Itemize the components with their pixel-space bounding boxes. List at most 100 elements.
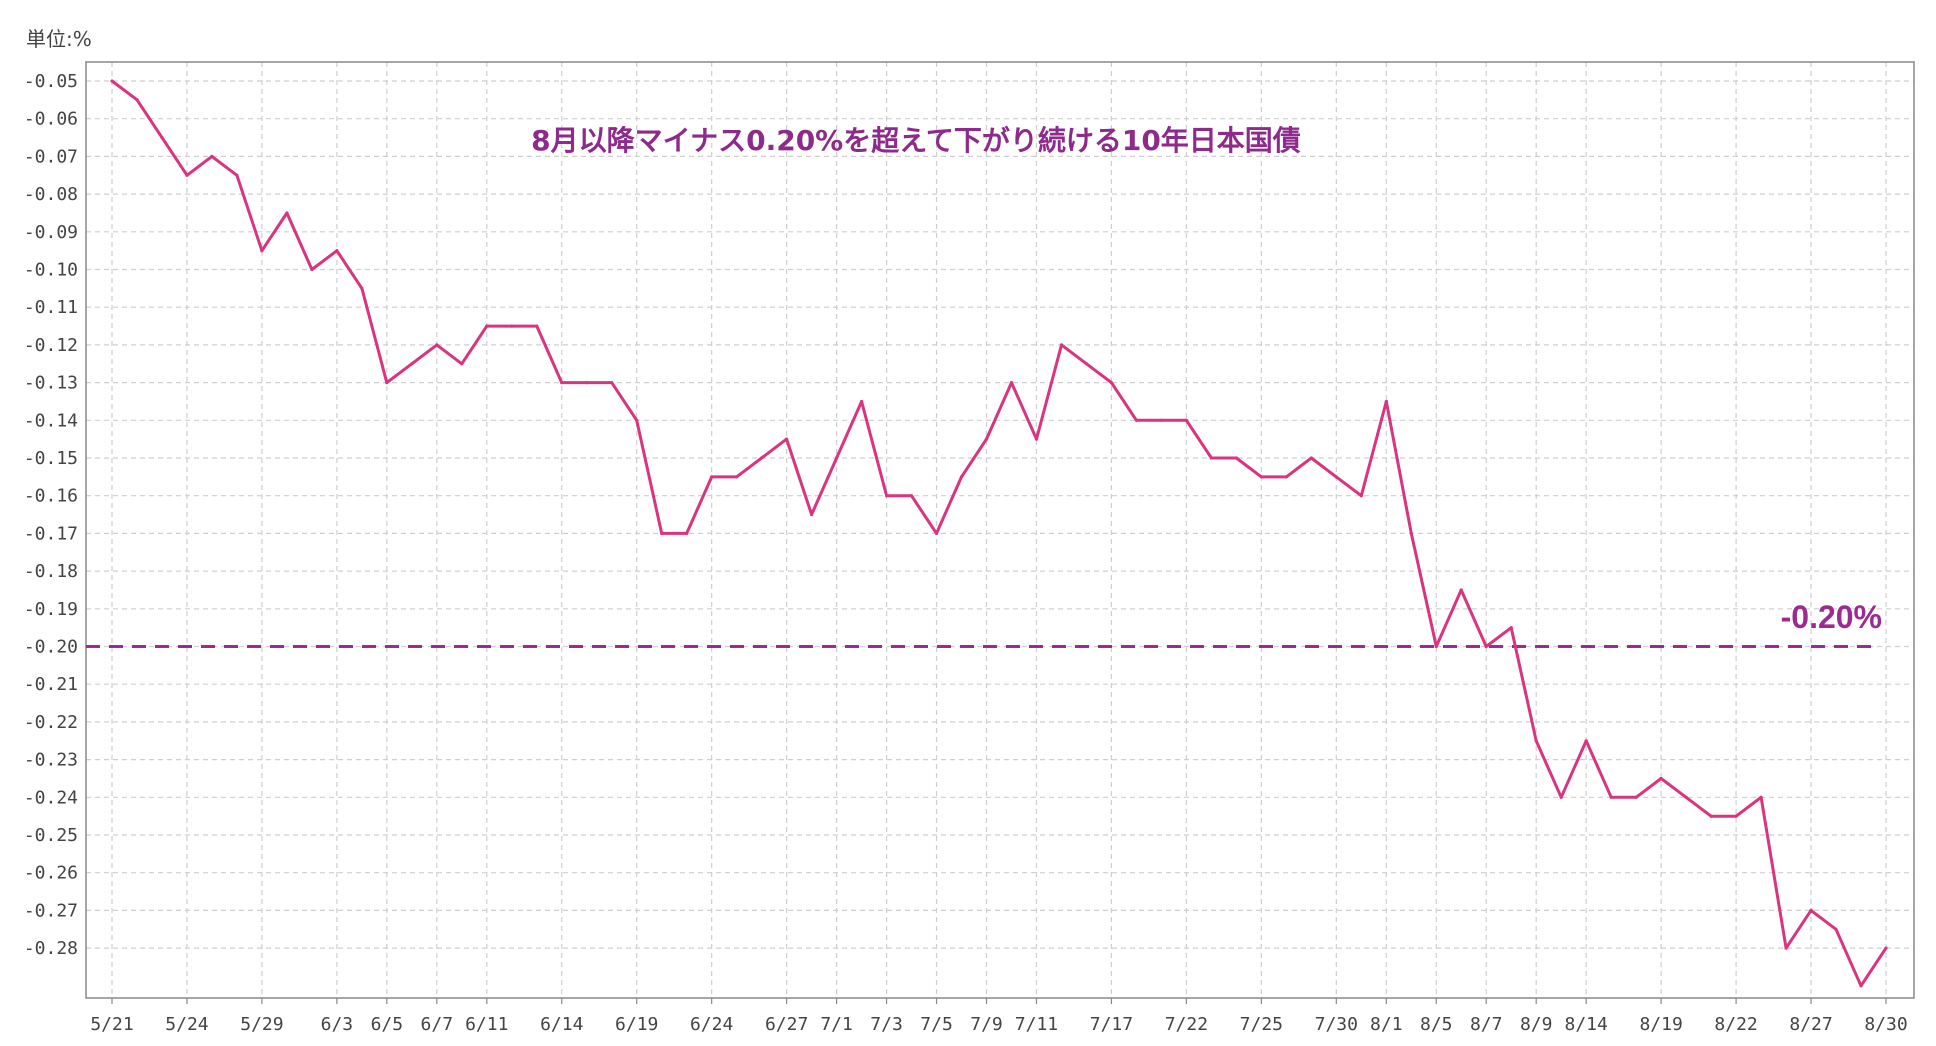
x-tick-label: 8/7 <box>1470 1014 1503 1035</box>
x-tick-label: 7/22 <box>1165 1014 1208 1035</box>
data-point <box>1159 418 1163 422</box>
data-point <box>1684 795 1688 799</box>
data-point <box>635 418 639 422</box>
chart-title: 8月以降マイナス0.20%を超えて下がり続ける10年日本国債 <box>531 124 1301 157</box>
data-point <box>1009 381 1014 385</box>
data-point <box>1609 795 1613 799</box>
y-tick-label: -0.17 <box>24 523 78 544</box>
x-tick-label: 6/7 <box>421 1014 454 1035</box>
data-point <box>460 362 464 366</box>
data-point <box>760 456 764 460</box>
y-tick-label: -0.13 <box>24 373 78 394</box>
x-tick-label: 8/14 <box>1564 1014 1607 1035</box>
data-point <box>585 381 589 385</box>
data-point <box>1459 588 1463 592</box>
x-tick-label: 6/24 <box>690 1014 733 1035</box>
data-point <box>160 136 164 140</box>
data-point <box>1209 456 1213 460</box>
data-point <box>1584 739 1588 743</box>
axis-labels: -0.05 -0.06 -0.07 -0.08 -0.09 -0.10 -0.11 -0.12… <box>24 71 1908 1035</box>
x-tick-label: 8/5 <box>1420 1014 1453 1035</box>
x-tick-label: 6/3 <box>321 1014 354 1035</box>
series-line-10y-jgb <box>111 79 1888 988</box>
data-point <box>210 154 214 158</box>
y-tick-label: -0.11 <box>24 297 78 318</box>
data-point <box>1859 984 1863 988</box>
data-point <box>1434 644 1438 649</box>
data-point <box>1559 795 1563 799</box>
data-point <box>934 531 939 536</box>
x-tick-label: 7/17 <box>1090 1014 1133 1035</box>
data-point <box>1309 456 1313 460</box>
y-tick-label: -0.08 <box>24 184 78 205</box>
y-tick-label: -0.22 <box>24 712 78 733</box>
data-point <box>710 475 714 479</box>
y-tick-label: -0.12 <box>24 335 78 356</box>
data-point <box>1409 531 1413 536</box>
data-point <box>110 79 114 83</box>
data-point <box>1534 739 1538 743</box>
data-point <box>685 531 689 536</box>
data-point <box>1359 494 1363 498</box>
x-tick-label: 6/19 <box>615 1014 658 1035</box>
y-tick-label: -0.07 <box>24 146 78 167</box>
y-tick-label: -0.23 <box>24 750 78 771</box>
x-tick-label: 7/30 <box>1315 1014 1358 1035</box>
data-point <box>1384 399 1388 404</box>
data-point <box>860 399 864 404</box>
data-point <box>435 343 439 347</box>
data-point <box>810 512 814 517</box>
x-tick-label: 7/1 <box>820 1014 853 1035</box>
x-tick-label: 7/3 <box>870 1014 903 1035</box>
x-tick-label: 7/11 <box>1015 1014 1058 1035</box>
data-point <box>310 267 314 272</box>
y-tick-label: -0.24 <box>24 787 78 808</box>
data-point <box>835 456 839 460</box>
data-point <box>485 324 489 328</box>
data-point <box>785 437 789 441</box>
y-tick-label: -0.25 <box>24 825 78 846</box>
y-tick-label: -0.10 <box>24 260 78 281</box>
y-tick-label: -0.09 <box>24 222 78 243</box>
x-tick-label: 5/29 <box>240 1014 283 1035</box>
x-tick-label: 8/27 <box>1789 1014 1832 1035</box>
data-point <box>735 475 739 479</box>
data-point <box>1184 418 1188 422</box>
data-point <box>1659 776 1663 781</box>
y-tick-label: -0.15 <box>24 448 78 469</box>
x-tick-label: 8/1 <box>1370 1014 1403 1035</box>
y-tick-label: -0.21 <box>24 674 78 695</box>
data-point <box>1134 418 1138 422</box>
data-points <box>110 79 1888 988</box>
x-tick-label: 6/5 <box>371 1014 404 1035</box>
data-point <box>1334 475 1338 479</box>
x-tick-label: 7/5 <box>920 1014 953 1035</box>
y-tick-label: -0.18 <box>24 561 78 582</box>
unit-label: 単位:% <box>26 27 92 51</box>
data-point <box>1109 381 1113 385</box>
data-point <box>1234 456 1238 460</box>
y-tick-label: -0.14 <box>24 410 78 431</box>
x-tick-label: 7/25 <box>1240 1014 1283 1035</box>
data-point <box>360 286 364 290</box>
data-point <box>1734 814 1738 818</box>
x-tick-label: 7/9 <box>970 1014 1003 1035</box>
data-point <box>1509 626 1513 630</box>
data-point <box>610 381 614 385</box>
x-tick-label: 6/11 <box>465 1014 508 1035</box>
data-point <box>1084 362 1089 366</box>
y-tick-label: -0.28 <box>24 938 78 959</box>
data-point <box>885 494 889 498</box>
data-point <box>959 475 964 479</box>
data-point <box>1759 795 1763 799</box>
data-point <box>1034 437 1039 441</box>
x-tick-label: 8/30 <box>1864 1014 1907 1035</box>
data-point <box>1884 946 1888 950</box>
data-point <box>660 531 664 536</box>
data-point <box>1634 795 1638 799</box>
x-tick-label: 6/27 <box>765 1014 808 1035</box>
data-point <box>1709 814 1713 818</box>
x-tick-label: 6/14 <box>540 1014 583 1035</box>
